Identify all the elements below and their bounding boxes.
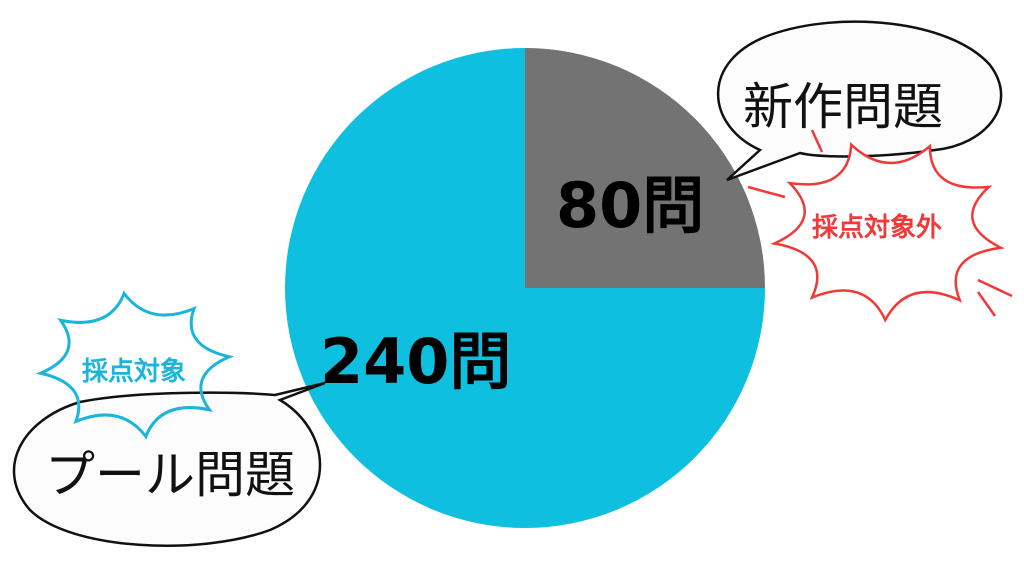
slice-category-label-pool: プール問題: [45, 446, 295, 504]
status-label-included: 採点対象: [82, 356, 186, 387]
speech-bubble-pool: [12, 381, 326, 547]
speech-bubble-new: [716, 20, 1003, 182]
slice-value-label-pool: 240問: [320, 325, 511, 398]
pie-slice-1: [285, 48, 765, 528]
slice-value-label-new: 80問: [556, 169, 704, 242]
starburst-excluded: [770, 141, 1005, 323]
slice-category-label-new: 新作問題: [743, 78, 943, 136]
starburst-included: [35, 290, 235, 440]
pie-slice-0: [525, 48, 765, 288]
emphasis-lines-red: [747, 129, 1013, 317]
status-label-excluded: 採点対象外: [812, 212, 942, 243]
